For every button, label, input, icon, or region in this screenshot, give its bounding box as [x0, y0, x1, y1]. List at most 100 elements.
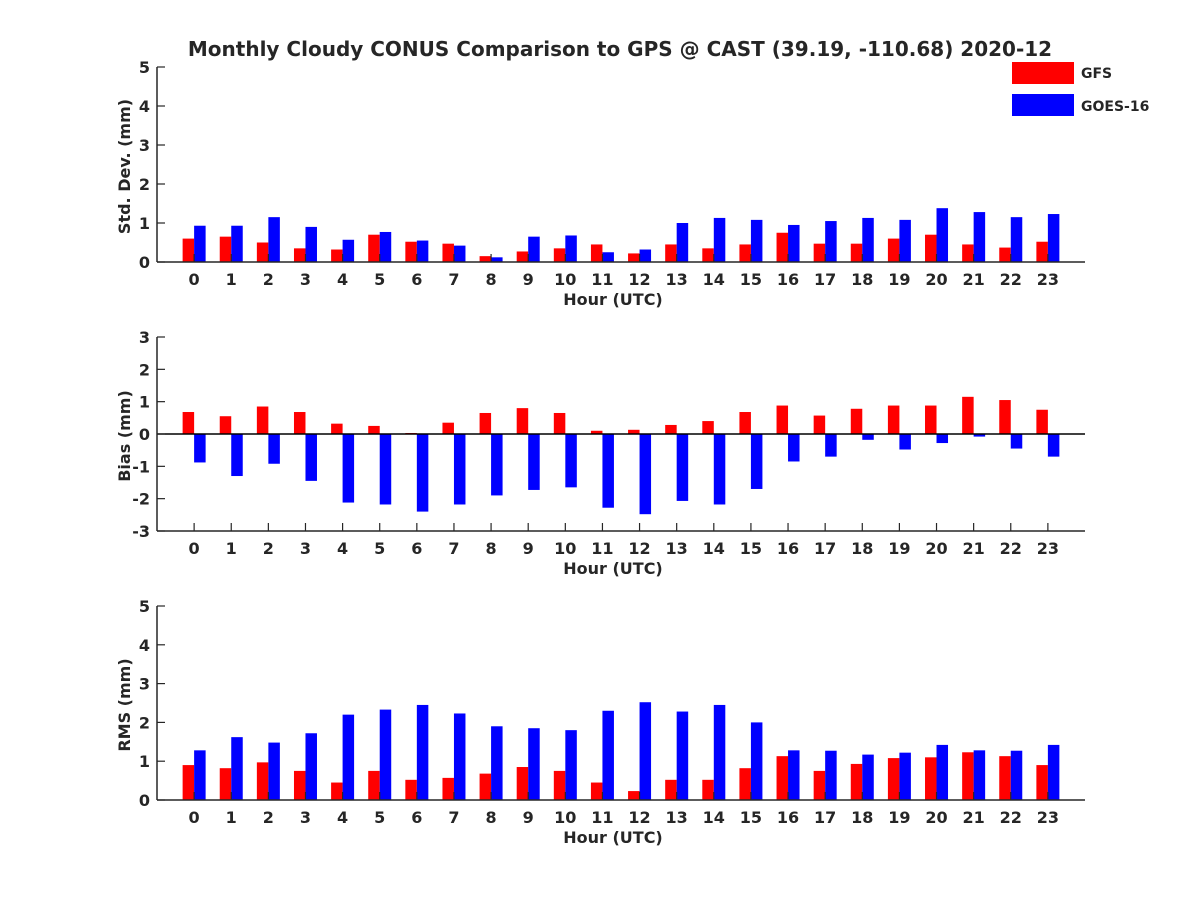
- std-dev-xtick-label: 3: [300, 270, 311, 289]
- rms-bar-gfs-0: [182, 765, 195, 800]
- bias-xtick-label: 18: [851, 539, 873, 558]
- rms-bar-gfs-20: [925, 757, 937, 800]
- std-dev-bar-goes16-23: [1047, 214, 1060, 262]
- bias-bar-gfs-19: [887, 405, 900, 434]
- bias-bar-goes16-19: [899, 434, 911, 450]
- bias-xtick-label: 22: [1000, 539, 1022, 558]
- rms-bar-goes16-13: [676, 711, 689, 800]
- std-dev-xlabel: Hour (UTC): [563, 290, 663, 309]
- rms-xtick-label: 9: [523, 808, 534, 827]
- std-dev-xtick-label: 14: [703, 270, 725, 289]
- rms-bar-goes16-6: [416, 704, 429, 800]
- std-dev-bar-goes16-0: [194, 225, 206, 262]
- std-dev-xtick-label: 2: [263, 270, 274, 289]
- rms-xtick-label: 8: [486, 808, 497, 827]
- rms-xtick-label: 2: [263, 808, 274, 827]
- rms-xtick-label: 0: [189, 808, 200, 827]
- bias-bar-gfs-5: [368, 425, 380, 434]
- bias-bar-gfs-7: [442, 422, 454, 434]
- std-dev-bar-goes16-22: [1010, 217, 1023, 262]
- bias-bar-gfs-15: [739, 412, 751, 434]
- bias-bar-goes16-7: [453, 434, 466, 505]
- bias-xtick-label: 11: [591, 539, 613, 558]
- std-dev-xtick-label: 19: [888, 270, 910, 289]
- bias-xtick-label: 10: [554, 539, 576, 558]
- bias-xtick-label: 7: [448, 539, 459, 558]
- rms-bar-gfs-4: [331, 782, 343, 800]
- std-dev-bar-gfs-22: [999, 247, 1011, 262]
- bias-bar-gfs-22: [999, 400, 1011, 434]
- rms-ytick-label: 3: [139, 675, 150, 694]
- std-dev-xtick-label: 18: [851, 270, 873, 289]
- rms-ytick-label: 4: [139, 636, 150, 655]
- bias-xtick-label: 20: [925, 539, 947, 558]
- rms-bar-goes16-10: [565, 730, 577, 800]
- std-dev-bar-goes16-1: [231, 225, 243, 262]
- rms-xtick-label: 23: [1037, 808, 1059, 827]
- bias-ytick-label: 2: [139, 360, 150, 379]
- std-dev-ytick-label: 2: [139, 175, 150, 194]
- rms-xtick-label: 17: [814, 808, 836, 827]
- std-dev-bar-goes16-3: [305, 226, 317, 262]
- rms-xtick-label: 16: [777, 808, 799, 827]
- rms-bar-gfs-6: [405, 779, 417, 800]
- rms-xtick-label: 12: [628, 808, 650, 827]
- std-dev-bar-gfs-14: [702, 248, 714, 262]
- rms-bar-gfs-22: [999, 756, 1011, 800]
- rms-bar-goes16-18: [862, 754, 874, 800]
- bias-bar-gfs-17: [813, 415, 826, 434]
- std-dev-bar-gfs-11: [590, 244, 603, 262]
- rms-bar-gfs-21: [962, 752, 974, 800]
- std-dev-xtick-label: 11: [591, 270, 613, 289]
- std-dev-bar-goes16-5: [379, 231, 392, 262]
- bias-bar-gfs-20: [925, 405, 937, 434]
- std-dev-bar-gfs-21: [962, 244, 974, 262]
- bias-ytick-label: 0: [139, 425, 150, 444]
- bias-xtick-label: 19: [888, 539, 910, 558]
- rms-xtick-label: 11: [591, 808, 613, 827]
- std-dev-bar-gfs-10: [553, 248, 566, 262]
- std-dev-bar-goes16-7: [453, 245, 466, 262]
- std-dev-bar-goes16-21: [973, 212, 986, 262]
- rms-bar-gfs-3: [293, 770, 306, 800]
- std-dev-xtick-label: 21: [963, 270, 985, 289]
- bias-bar-goes16-8: [491, 434, 503, 496]
- bias-bar-goes16-16: [788, 434, 800, 462]
- bias-bar-goes16-5: [379, 434, 392, 505]
- bias-ylabel: Bias (mm): [115, 390, 134, 482]
- rms-bar-goes16-4: [342, 714, 355, 800]
- std-dev-bar-goes16-9: [528, 236, 540, 262]
- rms-bar-goes16-20: [936, 744, 949, 800]
- rms-bar-gfs-11: [590, 782, 603, 800]
- rms-bar-gfs-8: [479, 773, 492, 800]
- std-dev-bar-gfs-19: [887, 238, 900, 262]
- std-dev-bar-gfs-1: [219, 236, 232, 262]
- bias-xtick-label: 5: [374, 539, 385, 558]
- rms-bar-goes16-12: [639, 702, 652, 800]
- std-dev-bar-gfs-3: [293, 248, 306, 262]
- rms-bar-goes16-19: [899, 752, 911, 800]
- rms-xtick-label: 21: [963, 808, 985, 827]
- bias-bar-gfs-12: [628, 429, 640, 434]
- rms-bar-gfs-2: [256, 762, 269, 800]
- bias-bar-gfs-4: [331, 423, 343, 434]
- std-dev-xtick-label: 1: [226, 270, 237, 289]
- rms-bar-goes16-3: [305, 733, 317, 800]
- bias-bar-gfs-23: [1036, 409, 1048, 434]
- rms-bar-goes16-2: [268, 742, 280, 800]
- bias-bar-gfs-1: [219, 416, 232, 434]
- bias-bar-goes16-18: [862, 434, 874, 440]
- rms-xtick-label: 13: [666, 808, 688, 827]
- bias-xtick-label: 23: [1037, 539, 1059, 558]
- rms-bar-goes16-15: [750, 722, 763, 800]
- std-dev-bar-gfs-0: [182, 238, 195, 262]
- bias-xtick-label: 12: [628, 539, 650, 558]
- bias-bar-gfs-14: [702, 421, 714, 434]
- std-dev-bar-goes16-13: [676, 223, 689, 262]
- rms-xtick-label: 4: [337, 808, 348, 827]
- rms-xtick-label: 20: [925, 808, 947, 827]
- bias-bar-gfs-0: [182, 412, 195, 434]
